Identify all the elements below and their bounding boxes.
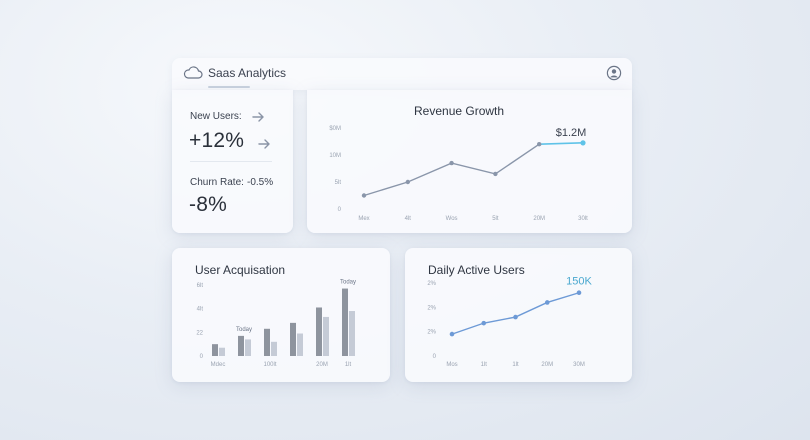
- daily-active-users-card: Daily Active Users 0 2% 2% 2% Mos 1lt 1lt 20M 3…: [405, 248, 632, 382]
- y-tick-label: 6lt: [197, 283, 204, 289]
- divider: [190, 161, 272, 162]
- revenue-annotation: $1.2M: [556, 127, 587, 139]
- x-tick-label: 1lt: [345, 362, 352, 368]
- bar-series-1[interactable]: [238, 335, 244, 356]
- y-tick-label: 0: [338, 207, 342, 213]
- dau-chart-title: Daily Active Users: [428, 263, 525, 277]
- bar-annotation: Today: [236, 327, 252, 333]
- app-title: Saas Analytics: [208, 66, 287, 80]
- x-tick-label: 30lt: [578, 216, 588, 222]
- y-tick-label: 0: [200, 354, 204, 360]
- revenue-line: [363, 143, 540, 197]
- dau-point[interactable]: [449, 331, 455, 337]
- new-users-label: New Users:: [190, 111, 242, 122]
- x-tick-label: 20M: [541, 362, 553, 368]
- dau-point[interactable]: [481, 320, 487, 326]
- y-tick-label: 5lt: [335, 180, 342, 186]
- x-tick-label: Mex: [358, 216, 369, 222]
- bar-series-1[interactable]: [290, 322, 296, 356]
- user-circle-icon[interactable]: [606, 65, 622, 86]
- bar-series-1[interactable]: [264, 328, 270, 356]
- y-tick-label: 10M: [329, 153, 341, 159]
- revenue-growth-chart: 0 5lt 10M $0M Mex 4lt Wos 5lt 20M 30lt $1.2M: [329, 126, 588, 222]
- churn-rate-delta: -0.5%: [247, 177, 274, 188]
- bar-series-2[interactable]: [323, 316, 329, 356]
- arrow-right-icon[interactable]: [258, 137, 271, 155]
- x-tick-label: 1lt: [481, 362, 488, 368]
- stats-card: New Users: +12% Churn Rate: -0.5% -8%: [172, 90, 293, 233]
- bar-series-1[interactable]: [342, 288, 348, 356]
- user-acquisition-chart: 0 22 4lt 6lt Mdec 100lt 20M 1lt Today Today: [196, 280, 356, 368]
- x-tick-label: 100lt: [263, 362, 276, 368]
- daily-active-users-chart: 0 2% 2% 2% Mos 1lt 1lt 20M 30M 150K: [427, 276, 592, 368]
- bar-series-2[interactable]: [271, 341, 277, 356]
- y-tick-label: 22: [196, 330, 203, 336]
- y-tick-label: 2%: [427, 305, 436, 311]
- active-tab-indicator: [208, 86, 250, 88]
- bar-series-2[interactable]: [297, 333, 303, 356]
- revenue-point[interactable]: [449, 160, 454, 166]
- churn-rate-value: -8%: [189, 193, 227, 216]
- revenue-point[interactable]: [361, 193, 367, 198]
- x-tick-label: Mdec: [211, 362, 226, 368]
- bar-annotation: Today: [340, 280, 356, 286]
- x-tick-label: 20M: [316, 362, 328, 368]
- y-tick-label: 4lt: [197, 307, 204, 313]
- churn-rate-label: Churn Rate:: [190, 177, 244, 188]
- bar-series-2[interactable]: [219, 347, 225, 356]
- bar-series-1[interactable]: [316, 307, 322, 356]
- revenue-point[interactable]: [493, 171, 498, 177]
- app-header: Saas Analytics: [172, 58, 632, 90]
- acquisition-chart-title: User Acquisation: [195, 263, 286, 277]
- new-users-value: +12%: [189, 129, 245, 152]
- x-tick-label: 20M: [533, 216, 545, 222]
- revenue-point[interactable]: [537, 142, 542, 147]
- revenue-highlight-segment: [539, 142, 584, 145]
- revenue-chart-title: Revenue Growth: [414, 104, 505, 118]
- revenue-point[interactable]: [580, 140, 586, 146]
- dau-line: [451, 292, 580, 335]
- bar-series-2[interactable]: [245, 339, 251, 356]
- x-tick-label: Mos: [446, 362, 457, 368]
- x-tick-label: 1lt: [512, 362, 519, 368]
- y-tick-label: 0: [433, 354, 437, 360]
- bar-series-2[interactable]: [349, 311, 355, 356]
- x-tick-label: 4lt: [405, 216, 412, 222]
- y-tick-label: 2%: [427, 281, 436, 287]
- y-tick-label: 2%: [427, 330, 436, 336]
- dau-point[interactable]: [576, 290, 582, 296]
- dau-annotation: 150K: [566, 276, 592, 288]
- cloud-icon: [183, 65, 203, 84]
- revenue-point[interactable]: [405, 179, 410, 185]
- revenue-growth-card: Revenue Growth 0 5lt 10M $0M Mex 4lt Wos 5lt 20…: [307, 90, 632, 233]
- x-tick-label: Wos: [446, 216, 458, 222]
- user-acquisition-card: User Acquisation 0 22 4lt 6lt Mdec 100lt 20M 1…: [172, 248, 390, 382]
- dau-point[interactable]: [513, 314, 518, 320]
- x-tick-label: 30M: [573, 362, 585, 368]
- y-tick-label: $0M: [329, 126, 341, 132]
- arrow-right-icon[interactable]: [252, 110, 265, 128]
- dau-point[interactable]: [544, 300, 550, 305]
- bar-series-1[interactable]: [212, 344, 218, 356]
- x-tick-label: 5lt: [492, 216, 499, 222]
